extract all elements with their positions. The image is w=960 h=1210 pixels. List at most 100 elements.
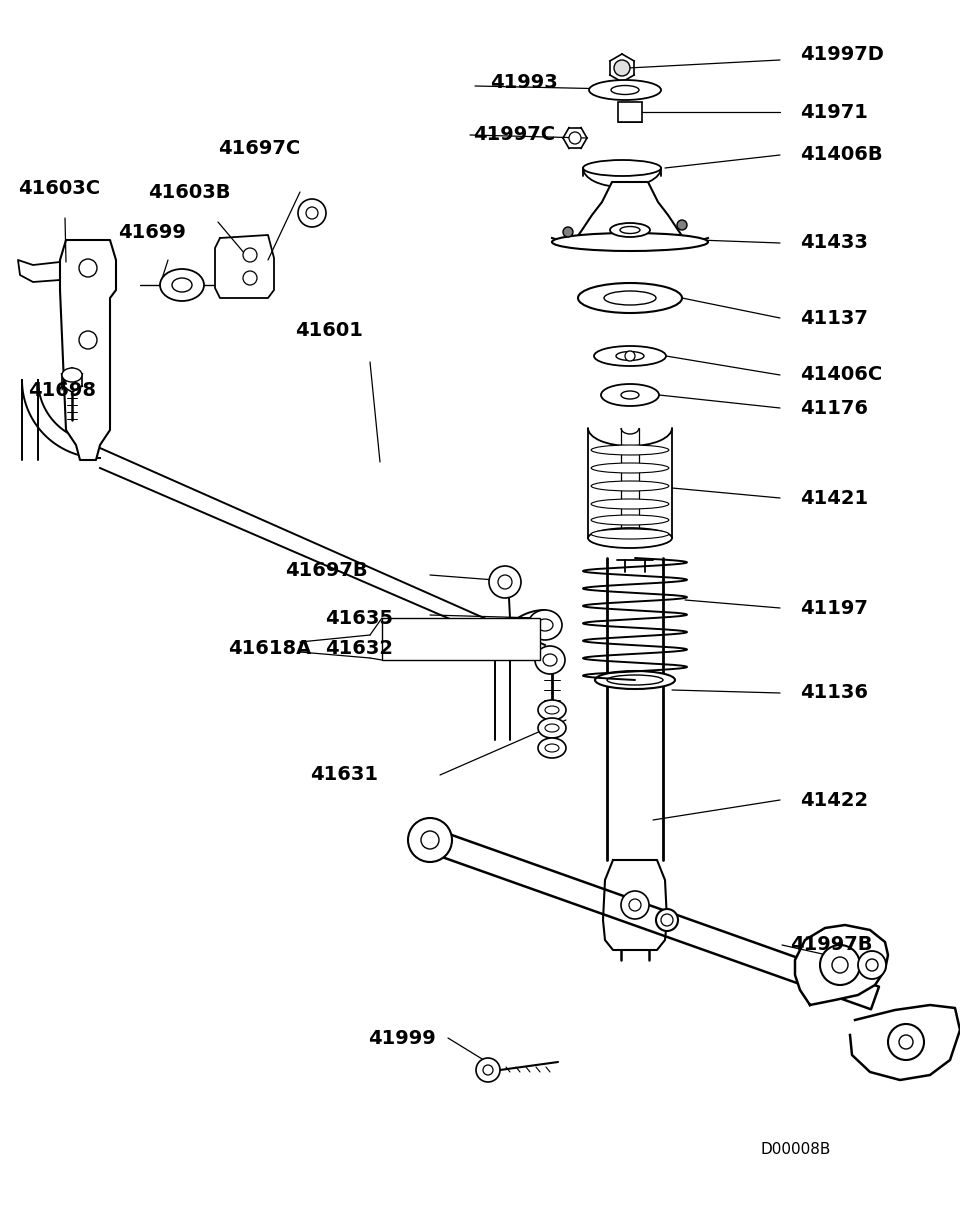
Ellipse shape (595, 672, 675, 688)
Ellipse shape (591, 445, 669, 455)
Ellipse shape (589, 80, 661, 100)
Circle shape (79, 259, 97, 277)
Text: 41631: 41631 (310, 766, 378, 784)
Ellipse shape (591, 529, 669, 538)
Polygon shape (18, 260, 60, 282)
Ellipse shape (160, 269, 204, 301)
Ellipse shape (552, 234, 708, 250)
Ellipse shape (545, 744, 559, 751)
Text: 41433: 41433 (800, 234, 868, 253)
Circle shape (661, 914, 673, 926)
Ellipse shape (616, 351, 644, 361)
Ellipse shape (62, 368, 82, 382)
Text: 41993: 41993 (490, 73, 558, 92)
Text: 41406C: 41406C (800, 365, 882, 385)
Circle shape (496, 618, 524, 646)
Text: 41697C: 41697C (218, 138, 300, 157)
Ellipse shape (621, 391, 639, 399)
Text: 41618A: 41618A (228, 639, 311, 657)
Circle shape (899, 1035, 913, 1049)
Text: 41406B: 41406B (800, 145, 882, 165)
Text: 41997D: 41997D (800, 46, 884, 64)
Bar (618, 102, 642, 122)
Text: 41603B: 41603B (148, 183, 230, 202)
Circle shape (677, 220, 687, 230)
Circle shape (858, 951, 886, 979)
Circle shape (489, 566, 521, 598)
Circle shape (243, 248, 257, 263)
Circle shape (498, 575, 512, 589)
Ellipse shape (588, 528, 672, 548)
Ellipse shape (591, 499, 669, 509)
Circle shape (832, 957, 848, 973)
Ellipse shape (172, 278, 192, 292)
Circle shape (505, 627, 515, 636)
Polygon shape (552, 182, 708, 242)
Circle shape (569, 132, 581, 144)
Bar (382, 618, 540, 659)
Ellipse shape (545, 705, 559, 714)
Text: 41603C: 41603C (18, 179, 100, 197)
Polygon shape (61, 368, 83, 392)
Text: 41632: 41632 (325, 639, 393, 657)
Text: 41197: 41197 (800, 599, 868, 617)
Text: 41699: 41699 (118, 223, 186, 242)
Polygon shape (795, 924, 888, 1006)
Text: D00008B: D00008B (760, 1142, 830, 1158)
Circle shape (614, 60, 630, 76)
Text: 41971: 41971 (800, 103, 868, 121)
Circle shape (408, 818, 452, 862)
Circle shape (888, 1024, 924, 1060)
Text: 41422: 41422 (800, 790, 868, 809)
Ellipse shape (535, 646, 565, 674)
Circle shape (625, 351, 635, 361)
Ellipse shape (528, 610, 562, 640)
Circle shape (629, 899, 641, 911)
Circle shape (563, 227, 573, 237)
Text: 41421: 41421 (800, 489, 868, 507)
Circle shape (298, 198, 326, 227)
Circle shape (79, 332, 97, 348)
Polygon shape (60, 240, 116, 460)
Ellipse shape (591, 515, 669, 525)
Polygon shape (426, 829, 879, 1009)
Text: 41601: 41601 (295, 321, 363, 340)
Circle shape (306, 207, 318, 219)
Ellipse shape (610, 223, 650, 237)
Ellipse shape (538, 718, 566, 738)
Circle shape (476, 1058, 500, 1082)
Text: 41136: 41136 (800, 684, 868, 703)
Text: 41697B: 41697B (285, 560, 368, 580)
Circle shape (820, 945, 860, 985)
Ellipse shape (594, 346, 666, 365)
Ellipse shape (583, 160, 661, 175)
Text: 41997B: 41997B (790, 935, 873, 955)
Ellipse shape (538, 738, 566, 757)
Polygon shape (603, 860, 667, 950)
Circle shape (621, 891, 649, 920)
Ellipse shape (604, 290, 656, 305)
Ellipse shape (543, 653, 557, 666)
Circle shape (421, 831, 439, 849)
Text: 41698: 41698 (28, 380, 96, 399)
Ellipse shape (607, 675, 663, 685)
Circle shape (866, 960, 878, 970)
Circle shape (483, 1065, 493, 1074)
Ellipse shape (611, 86, 639, 94)
Ellipse shape (656, 909, 678, 930)
Ellipse shape (591, 482, 669, 491)
Ellipse shape (601, 384, 659, 407)
Polygon shape (850, 1006, 960, 1081)
Circle shape (243, 271, 257, 286)
Text: 41997C: 41997C (473, 126, 555, 144)
Text: 41999: 41999 (368, 1028, 436, 1048)
Ellipse shape (578, 283, 682, 313)
Ellipse shape (591, 463, 669, 473)
Ellipse shape (545, 724, 559, 732)
Ellipse shape (537, 620, 553, 630)
Polygon shape (215, 235, 274, 298)
Text: 41176: 41176 (800, 398, 868, 417)
Text: 41635: 41635 (325, 609, 393, 628)
Text: 41137: 41137 (800, 309, 868, 328)
Ellipse shape (538, 701, 566, 720)
